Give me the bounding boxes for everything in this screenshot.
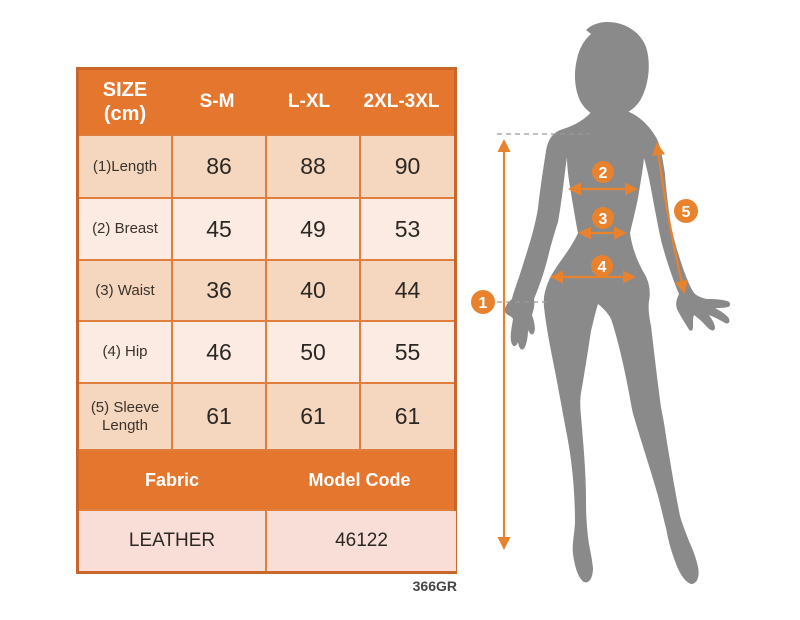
cell-value: 61 xyxy=(361,384,454,449)
cell-value: 61 xyxy=(173,384,265,449)
cell-value: 49 xyxy=(267,199,359,259)
cell-value: 46 xyxy=(173,322,265,382)
fabric-header-cell: Fabric xyxy=(79,451,265,509)
silhouette-head xyxy=(574,22,649,118)
table-row-waist: (3) Waist 36 40 44 xyxy=(79,261,454,320)
column-header-2xl3xl: 2XL-3XL xyxy=(355,70,448,134)
table-row-breast: (2) Breast 45 49 53 xyxy=(79,199,454,259)
silhouette-body xyxy=(504,106,731,584)
column-header-sm: S-M xyxy=(171,70,263,134)
cell-value: 86 xyxy=(173,136,265,197)
marker-1-circle xyxy=(471,290,495,314)
table-row-length: (1)Length 86 88 90 xyxy=(79,136,454,197)
body-silhouette-figure: 1 2 3 4 5 xyxy=(471,22,731,584)
cell-value: 50 xyxy=(267,322,359,382)
cell-value: 61 xyxy=(267,384,359,449)
marker-1-label: 1 xyxy=(479,295,488,312)
model-code-value-cell: 46122 xyxy=(267,511,456,571)
cell-value: 88 xyxy=(267,136,359,197)
row-label: (3) Waist xyxy=(79,261,171,320)
row-label: (4) Hip xyxy=(79,322,171,382)
table-row-sleeve-length: (5) Sleeve Length 61 61 61 xyxy=(79,384,454,449)
model-code-header-cell: Model Code xyxy=(265,451,454,509)
size-cm-header: SIZE (cm) xyxy=(79,70,171,134)
marker-3-label: 3 xyxy=(599,211,608,228)
row-label: (2) Breast xyxy=(79,199,171,259)
marker-5-label: 5 xyxy=(682,204,691,221)
marker-2-circle xyxy=(592,161,614,183)
row-label: (1)Length xyxy=(79,136,171,197)
marker-2-label: 2 xyxy=(599,165,608,182)
column-header-lxl: L-XL xyxy=(263,70,355,134)
cell-value: 44 xyxy=(361,261,454,320)
marker-4-label: 4 xyxy=(598,259,607,276)
sleeve-measure-line xyxy=(651,142,688,294)
cell-value: 90 xyxy=(361,136,454,197)
table-row-hip: (4) Hip 46 50 55 xyxy=(79,322,454,382)
table-footer-header-row: Fabric Model Code xyxy=(79,451,454,509)
marker-3-circle xyxy=(592,207,614,229)
cell-value: 53 xyxy=(361,199,454,259)
table-header-row: SIZE (cm) S-M L-XL 2XL-3XL xyxy=(79,70,454,134)
model-footnote-code: 366GR xyxy=(412,578,457,594)
marker-5-circle xyxy=(674,199,698,223)
size-chart-table: SIZE (cm) S-M L-XL 2XL-3XL (1)Length 86 … xyxy=(76,67,457,574)
fabric-value-cell: LEATHER xyxy=(79,511,265,571)
cell-value: 55 xyxy=(361,322,454,382)
table-footer-values-row: LEATHER 46122 xyxy=(79,511,456,571)
measurement-figure: 1 2 3 4 5 xyxy=(440,0,800,615)
cell-value: 45 xyxy=(173,199,265,259)
row-label: (5) Sleeve Length xyxy=(79,384,171,449)
marker-4-circle xyxy=(591,255,613,277)
cell-value: 36 xyxy=(173,261,265,320)
cell-value: 40 xyxy=(267,261,359,320)
